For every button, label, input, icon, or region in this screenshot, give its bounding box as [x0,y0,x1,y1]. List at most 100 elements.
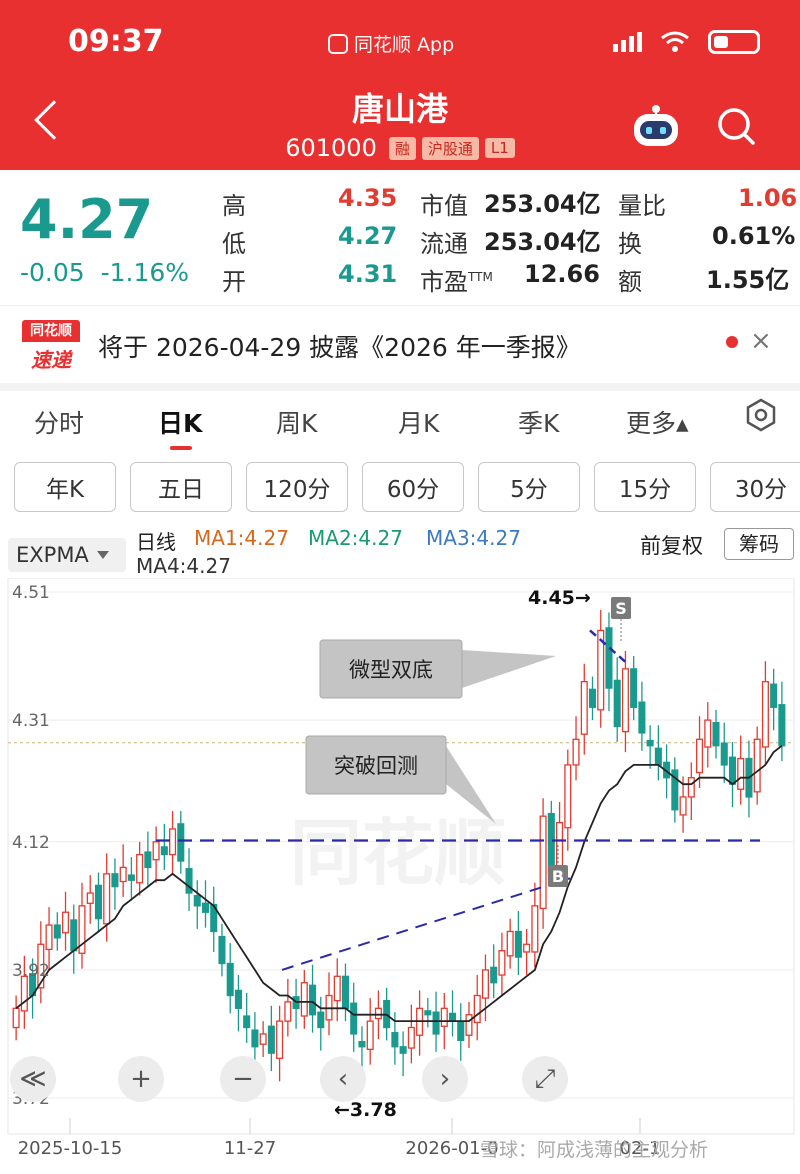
candle [448,990,457,1037]
fullscreen-button[interactable]: ⤢ [522,1056,568,1102]
zoom-in-button[interactable]: + [118,1056,164,1102]
express-badge: 同花顺 速递 [22,320,80,372]
candle-body [193,894,201,907]
candle-body [440,1007,448,1027]
candle-body [366,1020,374,1050]
amount-value: 1.55亿 [706,266,790,294]
candle [12,995,20,1041]
candle [210,886,218,952]
candle-body [448,1012,457,1022]
candle-body [564,764,572,829]
tab-intraday[interactable]: 分时 [34,409,85,438]
settings-hex-icon[interactable] [744,398,778,432]
marker-text: B [552,867,564,886]
candle [251,1012,259,1068]
candle [679,776,687,833]
notice-text[interactable]: 将于 2026-04-29 披露《2026 年一季报》 [98,333,581,362]
candle-body [169,828,177,856]
candle-body [317,1011,325,1029]
candle-body [597,629,605,711]
candle-body [671,769,679,811]
candle [572,716,580,781]
candle [514,910,522,976]
candle [407,1004,415,1064]
candle [136,841,144,896]
candle [350,982,358,1052]
pill-15min[interactable]: 15分 [594,462,696,512]
pill-5min[interactable]: 5分 [478,462,580,512]
notice-bar[interactable]: 同花顺 速递 将于 2026-04-29 披露《2026 年一季报》 × [0,305,800,383]
ma3-value: MA3:4.27 [426,526,521,550]
high-price-label: 4.45→ [528,587,591,609]
low-value: 4.27 [338,222,398,250]
stock-code: 601000 [285,134,377,162]
pill-120min[interactable]: 120分 [246,462,348,512]
candle [473,975,481,1041]
candle-body [267,1025,275,1054]
candle-body [588,688,597,708]
robot-assistant-icon[interactable] [630,104,682,148]
candle [70,904,78,974]
chip-distribution-button[interactable]: 筹码 [724,528,794,560]
candle-body [506,930,514,957]
candle [333,958,341,1022]
chart-frame [7,577,795,1135]
candle-body [457,1020,465,1042]
candle [761,661,769,765]
signal-icon [613,32,642,52]
float-value: 253.04亿 [484,228,601,256]
open-value: 4.31 [338,260,398,288]
tab-quarterly-k[interactable]: 季K [518,409,560,438]
tab-weekly-k[interactable]: 周K [276,409,318,438]
candle-body [358,1040,366,1048]
candle-body [646,739,654,747]
next-button[interactable]: › [422,1056,468,1102]
candle [457,1003,465,1061]
candle [720,722,728,783]
zoom-out-button[interactable]: − [220,1056,266,1102]
peak-line [589,629,627,664]
candle [309,964,317,1033]
x-tick-label: 11-27 [224,1138,276,1159]
indicator-select[interactable]: EXPMA [8,538,126,572]
rewind-button[interactable]: ≪ [10,1056,56,1102]
tab-daily-k[interactable]: 日K [158,409,203,438]
candle [605,612,613,712]
tab-more[interactable]: 更多▴ [626,409,689,438]
candle [531,882,539,968]
candle [144,831,152,886]
candle [276,1005,284,1082]
margin-tag: 融 [388,136,416,160]
divider [0,383,800,391]
candle [86,875,94,924]
candle-body [712,722,720,747]
candle [37,921,45,1004]
candle-body [374,1007,382,1020]
candle-body [300,982,308,1017]
pill-60min[interactable]: 60分 [362,462,464,512]
prev-button[interactable]: ‹ [320,1056,366,1102]
tab-monthly-k[interactable]: 月K [398,409,440,438]
float-label: 流通 [420,230,468,258]
candle-body [638,701,646,734]
open-label: 开 [222,268,246,296]
caret-down-icon [96,551,109,559]
search-icon[interactable] [716,106,756,146]
candle-body [234,989,242,1009]
pill-30min[interactable]: 30分 [710,462,800,512]
candle-body [119,866,127,883]
candle-body [210,903,218,933]
pill-five-day[interactable]: 五日 [130,462,232,512]
candle [728,741,737,808]
sub-period-pills: 年K 五日 120分 60分 5分 15分 30分 [0,462,800,514]
candle-body [391,1032,399,1048]
adjust-mode[interactable]: 前复权 [640,534,703,558]
candle-body [243,1015,251,1029]
candle-body [160,846,168,856]
close-icon[interactable]: × [750,326,772,356]
pill-year-k[interactable]: 年K [14,462,116,512]
pe-value: 12.66 [524,260,600,288]
candle [341,963,350,1022]
